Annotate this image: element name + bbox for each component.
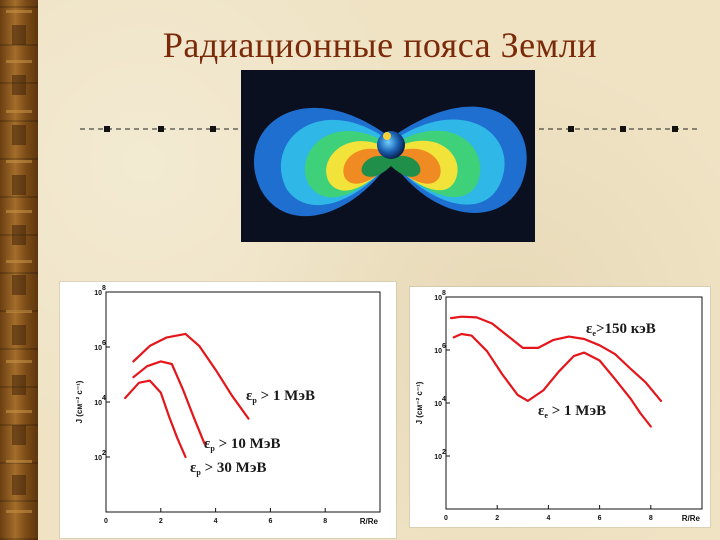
x-tick-label: 0: [444, 515, 448, 522]
y-tick-exponent: 6: [442, 343, 446, 350]
y-tick-label: 10: [434, 454, 442, 461]
x-tick-label: 4: [546, 515, 550, 522]
y-tick-exponent: 2: [442, 449, 446, 456]
y-tick-exponent: 4: [442, 396, 446, 403]
series-line-2: [452, 332, 652, 428]
x-tick-label: 2: [495, 515, 499, 522]
series-line-2: [132, 360, 206, 445]
x-axis-label: R/Re: [682, 514, 701, 523]
y-tick-label: 10: [94, 345, 102, 352]
y-tick-exponent: 8: [442, 290, 446, 297]
series-line-3: [124, 379, 187, 459]
decorative-border: [0, 0, 38, 540]
y-tick-label: 10: [434, 295, 442, 302]
x-axis-label: R/Re: [360, 517, 379, 526]
series-label-2: εp > 10 МэВ: [204, 436, 281, 453]
chart-panel-electrons: 10 8 10 6 10 4 10 2 0 2 4 6 8 R/Re J (см⁻² с⁻¹) εe>150 …: [410, 287, 710, 527]
y-axis-label: J (см⁻² с⁻¹): [75, 380, 84, 423]
x-tick-label: 0: [104, 518, 108, 525]
border-pattern: [6, 10, 32, 513]
y-tick-exponent: 6: [102, 340, 106, 347]
chart-panel-protons: 10 8 10 6 10 4 10 2 0 2 4 6 8 R/Re J (см⁻² с⁻¹) εp > 1 …: [60, 282, 396, 538]
y-tick-exponent: 2: [102, 450, 106, 457]
y-tick-exponent: 8: [102, 285, 106, 292]
y-tick-label: 10: [434, 401, 442, 408]
series-label-1: εp > 1 МэВ: [246, 388, 315, 405]
y-tick-label: 10: [94, 455, 102, 462]
y-tick-exponent: 4: [102, 395, 106, 402]
series-line-1: [450, 315, 663, 402]
series-label-1: εe>150 кэВ: [586, 321, 656, 338]
x-tick-label: 6: [598, 515, 602, 522]
x-tick-label: 4: [214, 518, 218, 525]
x-tick-label: 6: [268, 518, 272, 525]
radiation-belts-illustration: [241, 70, 535, 242]
x-tick-label: 2: [159, 518, 163, 525]
y-tick-label: 10: [434, 348, 442, 355]
x-tick-label: 8: [649, 515, 653, 522]
series-label-2: εe > 1 МэВ: [538, 403, 606, 420]
y-axis-label: J (см⁻² с⁻¹): [415, 381, 424, 424]
y-tick-label: 10: [94, 400, 102, 407]
x-tick-label: 8: [323, 518, 327, 525]
y-tick-label: 10: [94, 290, 102, 297]
page-title: Радиационные пояса Земли: [162, 25, 598, 65]
series-line-1: [132, 332, 250, 420]
series-label-3: εp > 30 МэВ: [190, 460, 267, 477]
plot-frame: [105, 291, 381, 513]
